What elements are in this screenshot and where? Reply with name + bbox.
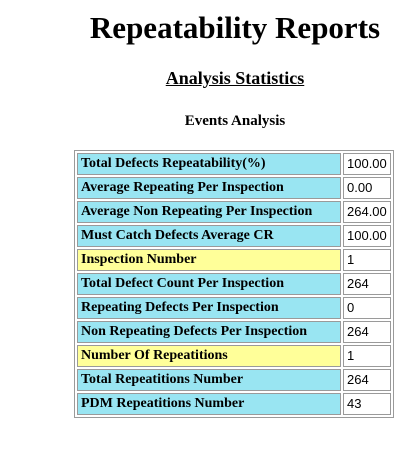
table-row: Non Repeating Defects Per Inspection 264 xyxy=(77,321,391,343)
stat-label-total-defects-repeatability: Total Defects Repeatability(%) xyxy=(77,153,341,175)
stat-label-inspection-number: Inspection Number xyxy=(77,249,341,271)
table-row: PDM Repeatitions Number 43 xyxy=(77,393,391,415)
page-title: Repeatability Reports xyxy=(89,10,381,45)
table-row: Average Repeating Per Inspection 0.00 xyxy=(77,177,391,199)
stat-value-average-non-repeating: 264.00 xyxy=(343,201,391,223)
table-row: Total Repeatitions Number 264 xyxy=(77,369,391,391)
table-row: Number Of Repeatitions 1 xyxy=(77,345,391,367)
table-row: Total Defect Count Per Inspection 264 xyxy=(77,273,391,295)
stat-value-number-of-repeatitions: 1 xyxy=(343,345,391,367)
stat-value-must-catch-defects: 100.00 xyxy=(343,225,391,247)
table-row: Average Non Repeating Per Inspection 264… xyxy=(77,201,391,223)
events-analysis-heading: Events Analysis xyxy=(184,113,286,129)
stat-label-repeating-defects: Repeating Defects Per Inspection xyxy=(77,297,341,319)
table-row: Total Defects Repeatability(%) 100.00 xyxy=(77,153,391,175)
stat-value-repeating-defects: 0 xyxy=(343,297,391,319)
stat-value-pdm-repeatitions: 43 xyxy=(343,393,391,415)
stat-label-total-repeatitions: Total Repeatitions Number xyxy=(77,369,341,391)
stat-value-total-repeatitions: 264 xyxy=(343,369,391,391)
table-row: Inspection Number 1 xyxy=(77,249,391,271)
stat-label-pdm-repeatitions: PDM Repeatitions Number xyxy=(77,393,341,415)
stat-label-non-repeating-defects: Non Repeating Defects Per Inspection xyxy=(77,321,341,343)
stat-label-number-of-repeatitions: Number Of Repeatitions xyxy=(77,345,341,367)
table-row: Must Catch Defects Average CR 100.00 xyxy=(77,225,391,247)
stat-value-average-repeating: 0.00 xyxy=(343,177,391,199)
stat-label-total-defect-count: Total Defect Count Per Inspection xyxy=(77,273,341,295)
table-row: Repeating Defects Per Inspection 0 xyxy=(77,297,391,319)
stat-label-average-non-repeating: Average Non Repeating Per Inspection xyxy=(77,201,341,223)
stat-label-must-catch-defects: Must Catch Defects Average CR xyxy=(77,225,341,247)
stat-label-average-repeating: Average Repeating Per Inspection xyxy=(77,177,341,199)
stat-value-total-defects-repeatability: 100.00 xyxy=(343,153,391,175)
stat-value-inspection-number: 1 xyxy=(343,249,391,271)
stat-value-total-defect-count: 264 xyxy=(343,273,391,295)
statistics-table: Total Defects Repeatability(%) 100.00 Av… xyxy=(74,150,394,418)
analysis-statistics-heading: Analysis Statistics xyxy=(165,68,305,88)
stat-value-non-repeating-defects: 264 xyxy=(343,321,391,343)
